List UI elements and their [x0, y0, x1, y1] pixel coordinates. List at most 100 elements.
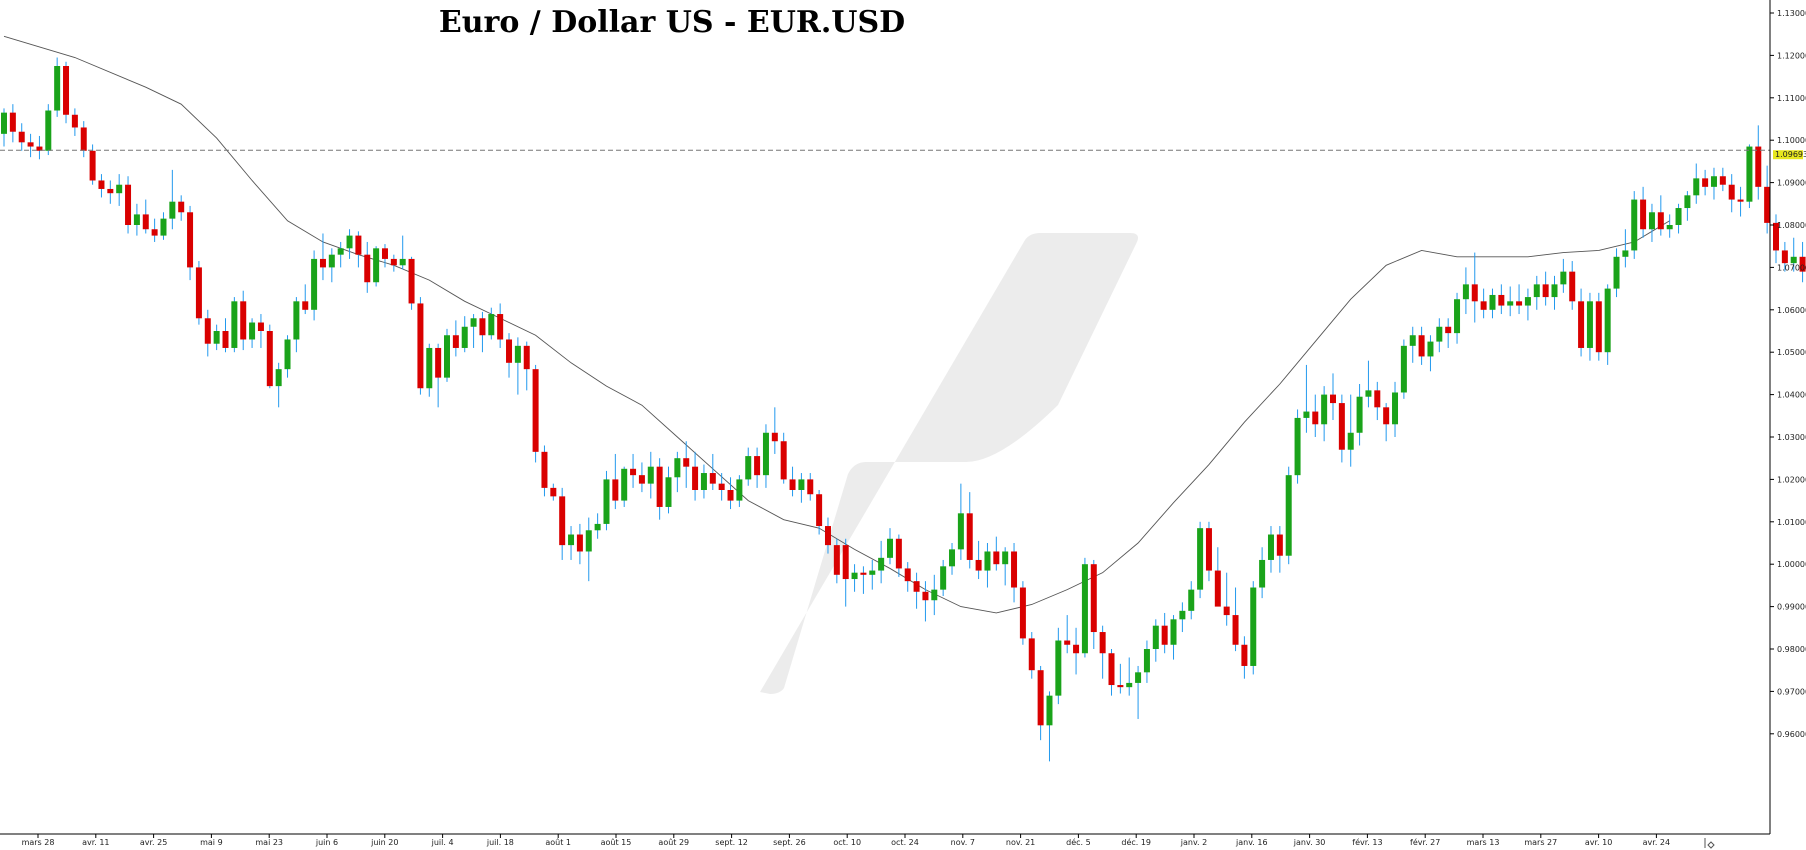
candle-body [204, 318, 211, 344]
candle [1037, 665, 1044, 741]
candle-body [1578, 301, 1585, 348]
candle-body [319, 258, 326, 268]
candle [222, 318, 229, 353]
candle-body [550, 487, 557, 497]
candle-body [337, 248, 344, 255]
scroll-marker-icon[interactable] [1704, 838, 1715, 849]
candle-body [1480, 301, 1487, 310]
candle-body [1383, 407, 1390, 425]
candle-body [390, 258, 397, 266]
candle [1152, 619, 1159, 662]
candle [1507, 286, 1514, 317]
x-tick-label: mai 9 [200, 838, 223, 847]
candle-body [1693, 178, 1700, 196]
candle-body [71, 114, 78, 128]
candle [1259, 547, 1266, 599]
candle [98, 174, 105, 198]
candle-body [984, 551, 991, 571]
candle [1241, 636, 1248, 679]
candle [1746, 144, 1753, 209]
candle-body [709, 473, 716, 484]
candle-body [506, 339, 513, 363]
candle [1631, 191, 1638, 259]
candle-body [470, 318, 477, 327]
candle-body [957, 513, 964, 550]
candle [1117, 663, 1124, 694]
candle [36, 135, 43, 160]
candle-body [576, 534, 583, 552]
candle-body [771, 432, 778, 442]
candle-body [514, 345, 521, 363]
candle-body [1055, 640, 1062, 696]
candle [293, 297, 300, 353]
candle [1232, 587, 1239, 652]
candle-body [1365, 390, 1372, 397]
candle-body [1799, 256, 1806, 272]
candle [355, 231, 362, 268]
candle-body [993, 551, 1000, 565]
candle [523, 341, 530, 391]
candle-body [213, 331, 220, 344]
candle-body [54, 66, 61, 111]
candle [1471, 252, 1478, 323]
candle [1276, 526, 1283, 573]
candle-body [647, 466, 654, 484]
candle-body [1126, 682, 1133, 688]
candle [45, 104, 52, 156]
candle-body [1436, 326, 1443, 342]
candle-body [1392, 392, 1399, 425]
candle [940, 559, 947, 596]
candle-body [745, 456, 752, 480]
candle-body [328, 254, 335, 268]
candle [727, 477, 734, 510]
candle [550, 483, 557, 501]
candle-body [1755, 146, 1762, 187]
candle-body [1170, 619, 1177, 645]
candle [80, 121, 87, 158]
candle [1028, 632, 1035, 679]
candle [1223, 572, 1230, 626]
candle [1338, 394, 1345, 463]
candle [195, 261, 202, 325]
candle [470, 314, 477, 348]
candle-body [904, 568, 911, 582]
candle [1383, 403, 1390, 442]
candle [1188, 581, 1195, 620]
candle [275, 362, 282, 408]
candle-body [736, 479, 743, 501]
candle-body [966, 513, 973, 560]
x-tick-label: août 1 [545, 838, 571, 847]
candle [1524, 288, 1531, 321]
candle-body [399, 258, 406, 266]
candle-body [1294, 417, 1301, 476]
x-tick-label: juil. 4 [431, 838, 454, 847]
y-tick-label: 1.06000 [1777, 306, 1806, 315]
candle-body [1773, 222, 1779, 251]
candle-body [1330, 394, 1336, 404]
candle-body [249, 322, 256, 340]
candle [381, 244, 388, 268]
candle [541, 445, 548, 497]
candle [240, 290, 247, 351]
x-tick-label: janv. 30 [1293, 838, 1326, 847]
candle-body [1675, 208, 1682, 225]
y-tick-label: 1.02000 [1777, 475, 1806, 484]
candle-body [1533, 284, 1540, 298]
candle-body [1631, 199, 1638, 251]
candle [187, 205, 194, 281]
candle-body [1152, 625, 1159, 649]
candle-body [807, 479, 814, 495]
candle [1205, 521, 1212, 582]
candle-body [949, 549, 956, 567]
candle [18, 123, 25, 151]
candle-body [860, 572, 867, 575]
candle-body [1516, 301, 1523, 306]
candle [1657, 195, 1664, 236]
candle [346, 229, 353, 259]
candle [1710, 167, 1717, 200]
candle-body [27, 142, 34, 147]
candle [107, 180, 114, 204]
candle-body [878, 557, 885, 571]
candle [1560, 258, 1567, 293]
